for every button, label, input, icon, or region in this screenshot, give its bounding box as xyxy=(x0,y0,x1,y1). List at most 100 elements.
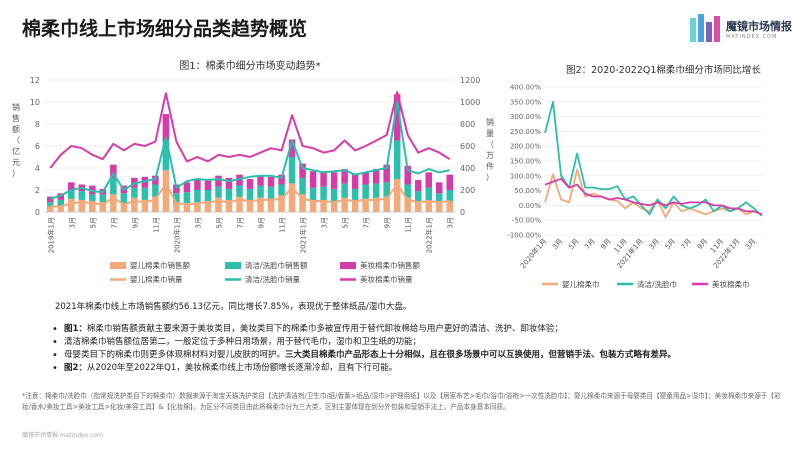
bullet-label: 图1： xyxy=(64,324,87,334)
y-tick-label: 50.00% xyxy=(514,187,541,195)
x-tick-label: 9月 xyxy=(384,217,392,228)
y-tick-label: 100.00% xyxy=(510,172,541,180)
y-tick-label-right: 1200 xyxy=(460,76,480,85)
bar-segment xyxy=(57,206,65,212)
chart-title: 图2：2020-2022Q1棉柔巾细分市场同比增长 xyxy=(566,64,761,76)
bar-segment xyxy=(99,202,107,212)
summary-text: 2021年棉柔巾线上市场销售额约56.13亿元，同比增长7.85%，表现优于整体… xyxy=(55,302,412,312)
y-tick-label-left: 10 xyxy=(30,98,40,107)
bar-segment xyxy=(236,185,243,197)
bar-segment xyxy=(46,202,54,207)
series-line xyxy=(544,177,763,216)
bar-segment xyxy=(299,163,306,178)
bar-segment xyxy=(68,182,75,192)
bar-segment xyxy=(131,197,138,212)
bar-segment xyxy=(57,199,65,207)
bar-segment xyxy=(278,195,285,212)
bar-segment xyxy=(299,194,306,212)
x-tick-label: 7月 xyxy=(583,237,597,251)
legend-label: 婴儿棉柔巾 xyxy=(562,279,600,289)
bar-segment xyxy=(120,203,128,212)
bar-segment xyxy=(68,198,75,212)
bar-segment xyxy=(309,171,317,188)
bar-segment xyxy=(404,184,411,198)
legend-label: 美妆棉柔巾销量 xyxy=(360,274,413,284)
x-tick-label: 2020年1月 xyxy=(172,217,181,253)
bar-segment xyxy=(383,182,390,197)
x-tick-label: 9月 xyxy=(696,237,710,251)
bar-segment xyxy=(110,177,117,195)
bar-segment xyxy=(362,198,369,212)
bar-segment xyxy=(152,184,159,197)
bar-segment xyxy=(435,193,443,204)
x-tick-label: 7月 xyxy=(236,217,244,228)
bar-segment xyxy=(78,199,86,212)
bar-segment xyxy=(162,114,170,141)
legend-label: 清洁/洗脸巾销售额 xyxy=(245,260,308,270)
bar-segment xyxy=(204,179,212,190)
y-tick-label-left: 6 xyxy=(35,142,40,151)
bullet-label: 图2： xyxy=(64,363,87,373)
bar-segment xyxy=(425,201,432,212)
bar-segment xyxy=(267,176,275,187)
bar-segment xyxy=(446,201,454,212)
bar-segment xyxy=(288,157,296,184)
x-tick-label: 5月 xyxy=(664,237,678,251)
bar-segment xyxy=(46,206,54,212)
bullet-emphasis: 三大类目棉柔巾产品形态上十分相似，且在很多场景中可以互换使用，但营销手法、包装方… xyxy=(285,350,677,360)
bullet-text: 清洁棉柔巾销售额位居第二，一般定位于多种日用场景，用于替代毛巾，湿巾和卫生纸的功… xyxy=(64,337,422,347)
x-tick-label: 5月 xyxy=(342,217,350,228)
bar-segment xyxy=(435,203,443,212)
y-tick-label: -100.00% xyxy=(507,232,541,240)
bar-segment xyxy=(425,172,432,188)
footer-source: 魔镜市场情报 matindex.com xyxy=(22,432,103,439)
chart-title: 图1：棉柔巾细分市场变动趋势* xyxy=(179,59,320,72)
x-tick-label: 11月 xyxy=(152,217,160,233)
bar-segment xyxy=(414,191,422,204)
y-tick-label-left: 12 xyxy=(30,76,40,85)
bar-segment xyxy=(414,180,422,192)
x-tick-label: 3月 xyxy=(744,237,758,251)
legend-label: 清洁/洗脸巾销量 xyxy=(245,274,301,284)
bar-segment xyxy=(225,188,233,200)
legend-label: 美妆棉柔巾 xyxy=(712,279,750,289)
y-tick-label-left: 4 xyxy=(35,164,40,173)
x-tick-label: 9月 xyxy=(599,237,613,251)
bar-segment xyxy=(173,193,180,203)
bullet-text: 棉柔巾销售额贡献主要来源于美妆类目，美妆类目下的棉柔巾多被宣传用于替代卸妆棉给与… xyxy=(86,324,563,334)
bar-segment xyxy=(404,197,411,212)
bar-segment xyxy=(372,197,380,212)
y-tick-label: -50.00% xyxy=(512,217,542,225)
y-axis-label-left: 销售额（亿元） xyxy=(12,102,20,178)
bar-segment xyxy=(278,184,285,196)
brand-logo-icon xyxy=(690,14,720,42)
x-tick-label: 2022年1月 xyxy=(425,217,434,253)
bar-segment xyxy=(341,197,348,212)
footnote: *注意：棉柔巾/洗脸巾（指常规洗护类目下的棉柔巾）数据来源于淘宝天猫洗护类目【洗… xyxy=(22,392,781,411)
bar-segment xyxy=(372,169,380,184)
bar-segment xyxy=(257,175,264,186)
x-tick-label: 2019年1月 xyxy=(46,217,55,253)
brand-subtitle: MATINDEX.COM xyxy=(726,34,778,40)
bar-segment xyxy=(194,190,201,203)
bar-segment xyxy=(99,194,107,203)
bar-segment xyxy=(204,190,212,201)
bullet-item: 图2：从2020年至2022年Q1，美妆棉柔巾线上市场份额增长逐渐冷却，且有下行… xyxy=(50,362,676,375)
x-tick-label: 5月 xyxy=(215,217,223,228)
y-tick-label-right: 400 xyxy=(460,164,475,173)
bar-segment xyxy=(89,201,96,212)
bar-segment xyxy=(320,186,327,200)
bar-segment xyxy=(246,188,254,201)
y-tick-label-left: 8 xyxy=(35,120,40,129)
x-tick-label: 2021年1月 xyxy=(299,217,308,253)
bar-segment xyxy=(351,174,359,189)
x-tick-label: 3月 xyxy=(68,217,76,228)
bar-segment xyxy=(446,190,454,201)
bar-segment xyxy=(246,179,254,189)
x-tick-label: 3月 xyxy=(194,217,202,228)
x-tick-label: 11月 xyxy=(279,217,287,233)
bar-segment xyxy=(183,203,191,212)
legend-label: 婴儿棉柔巾销售额 xyxy=(130,260,190,270)
legend-label: 美妆棉柔巾销售额 xyxy=(360,260,420,270)
bar-segment xyxy=(141,187,149,200)
